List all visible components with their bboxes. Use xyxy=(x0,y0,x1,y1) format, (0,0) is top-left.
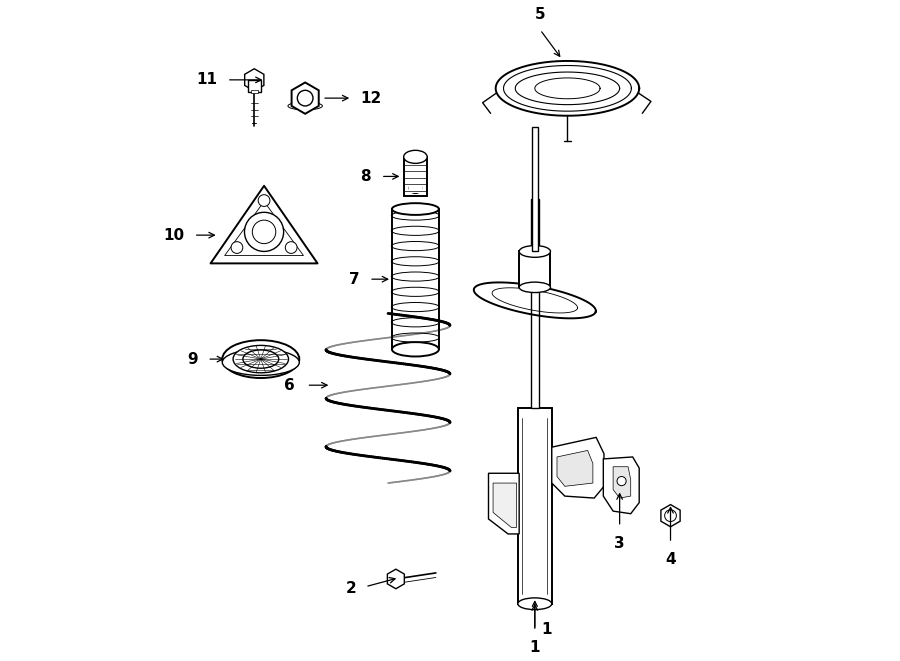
Bar xyxy=(519,251,551,288)
Polygon shape xyxy=(489,473,519,534)
Text: 8: 8 xyxy=(360,169,371,184)
Bar xyxy=(518,408,552,603)
Text: 1: 1 xyxy=(529,640,540,654)
Ellipse shape xyxy=(404,150,428,163)
Ellipse shape xyxy=(519,282,551,293)
Polygon shape xyxy=(661,504,680,527)
Polygon shape xyxy=(493,483,517,527)
Circle shape xyxy=(245,212,284,251)
Ellipse shape xyxy=(518,598,552,609)
Circle shape xyxy=(297,91,313,106)
Circle shape xyxy=(285,242,297,253)
Circle shape xyxy=(664,510,677,522)
Text: 3: 3 xyxy=(615,536,625,551)
Circle shape xyxy=(231,242,243,253)
Polygon shape xyxy=(613,467,631,498)
Text: 1: 1 xyxy=(541,623,552,637)
Text: 4: 4 xyxy=(665,552,676,567)
Text: 10: 10 xyxy=(164,227,184,243)
Ellipse shape xyxy=(519,246,551,257)
Text: 12: 12 xyxy=(360,91,382,106)
Bar xyxy=(410,180,421,194)
Text: 2: 2 xyxy=(346,580,356,596)
Circle shape xyxy=(252,220,275,244)
Circle shape xyxy=(258,195,270,206)
Polygon shape xyxy=(557,450,593,486)
Ellipse shape xyxy=(243,350,279,368)
Ellipse shape xyxy=(222,340,300,378)
Polygon shape xyxy=(211,186,318,263)
Polygon shape xyxy=(387,569,404,589)
Ellipse shape xyxy=(288,102,322,110)
Text: 7: 7 xyxy=(348,272,359,287)
Bar xyxy=(251,90,257,93)
Circle shape xyxy=(617,477,626,486)
Ellipse shape xyxy=(233,346,289,373)
Ellipse shape xyxy=(410,183,421,194)
Ellipse shape xyxy=(392,203,439,215)
Polygon shape xyxy=(552,438,604,498)
Text: 5: 5 xyxy=(535,7,545,22)
Ellipse shape xyxy=(222,349,300,375)
Bar xyxy=(248,80,261,92)
Bar xyxy=(531,199,539,408)
Polygon shape xyxy=(292,83,319,114)
Text: 11: 11 xyxy=(197,72,218,87)
Polygon shape xyxy=(245,69,264,91)
Text: 9: 9 xyxy=(187,352,198,367)
Ellipse shape xyxy=(392,342,439,356)
Bar xyxy=(532,128,538,251)
Text: 6: 6 xyxy=(284,377,294,393)
Polygon shape xyxy=(603,457,639,514)
Bar xyxy=(404,157,428,196)
